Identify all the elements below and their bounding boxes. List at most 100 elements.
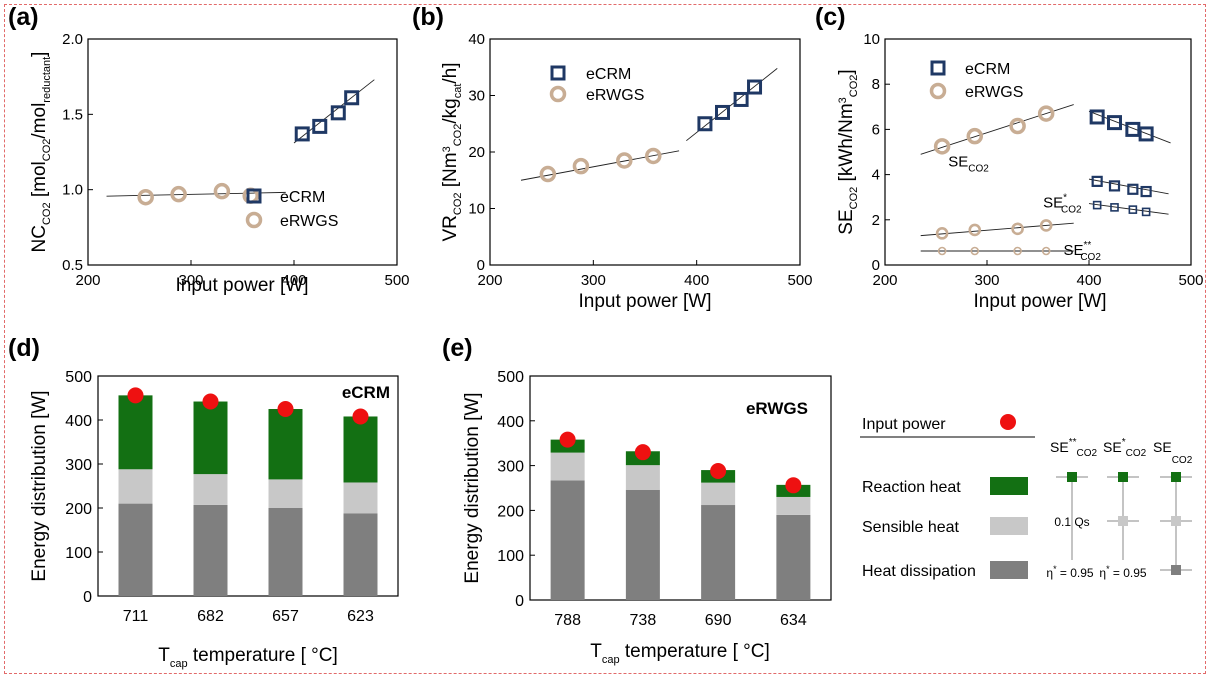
x-axis-label-d: Tcap temperature [ °C] xyxy=(158,645,338,670)
point-ecrm-b xyxy=(733,91,749,107)
bars-d xyxy=(118,387,378,596)
tick-group-a: 200 300 400 500 0.5 1.0 1.5 2.0 xyxy=(62,31,409,289)
y-axis-label-a: NCCO2 [molCO2/molreductant] xyxy=(29,52,53,253)
schematic-col1-reaction-marker xyxy=(1067,472,1077,482)
point-ecrm-b xyxy=(747,79,763,95)
schematic-col2-reaction-marker xyxy=(1118,472,1128,482)
legend-c-ecrm-label: eCRM xyxy=(965,61,1010,78)
point-ecrm-c xyxy=(1107,115,1122,131)
y-tick-label-b: 0 xyxy=(477,257,485,274)
bar-sensible-d xyxy=(268,479,303,508)
se-annotation-0: SECO2 xyxy=(948,154,989,175)
panel-label-d: (d) xyxy=(8,334,40,362)
x-tick-label-b: 500 xyxy=(787,272,812,289)
legend-b-ecrm-square-icon xyxy=(550,65,566,81)
point-erwgs-b xyxy=(539,165,557,183)
x-tick-label-c: 200 xyxy=(872,272,897,289)
x-tick-label-d: 623 xyxy=(347,608,374,625)
input-power-dot-d xyxy=(352,408,369,425)
x-tick-label-d: 682 xyxy=(197,608,224,625)
point-erwgs-se-2star-c xyxy=(937,246,947,256)
point-erwgs-a xyxy=(213,182,231,200)
x-tick-label-c: 300 xyxy=(974,272,999,289)
y-axis-label-c: SECO2 [kWh/Nm3CO2] xyxy=(836,69,860,234)
y-tick-label-d: 300 xyxy=(65,457,92,474)
legend-c: eCRM eRWGS xyxy=(929,60,1023,101)
point-erwgs-se-star-c xyxy=(968,223,982,237)
plot-frame-c xyxy=(884,38,1192,266)
point-ecrm-b xyxy=(715,104,730,120)
legend-sensible-heat-swatch xyxy=(990,517,1028,535)
y-tick-label-b: 10 xyxy=(468,201,485,218)
point-ecrm-a xyxy=(344,90,360,106)
panel-a: (a) 200 300 400 500 0.5 1.0 1.5 2.0 Input power… xyxy=(8,3,410,296)
point-erwgs-c xyxy=(966,127,984,145)
fit-lines-a xyxy=(106,79,375,197)
y-tick-label-c: 4 xyxy=(872,167,880,184)
bar-dissipation-e xyxy=(550,480,585,600)
tick-group-b: 200 300 400 500 0 10 20 30 40 xyxy=(468,31,812,289)
bar-reaction-d xyxy=(193,401,228,475)
bar-reaction-d xyxy=(268,409,303,480)
y-tick-label-d: 100 xyxy=(65,545,92,562)
point-ecrm-se-2star-c xyxy=(1092,200,1102,210)
annotations-c: SECO2 SE* CO2 SE** CO2 xyxy=(948,154,1101,263)
input-power-dot-e xyxy=(559,431,576,448)
fit-line-c xyxy=(1088,110,1171,144)
input-power-dot-d xyxy=(202,393,219,410)
bar-dissipation-e xyxy=(625,489,660,600)
legend-reaction-heat-label: Reaction heat xyxy=(862,479,961,496)
plot-frame-a xyxy=(87,38,398,266)
legend-b-erwgs-label: eRWGS xyxy=(586,87,644,104)
bar-dissipation-d xyxy=(118,503,153,596)
schematic-col2-header: SE*CO2 xyxy=(1103,437,1147,459)
y-tick-label-a: 0.5 xyxy=(62,257,83,274)
point-erwgs-se-star-c xyxy=(935,227,949,240)
bar-sensible-d xyxy=(193,474,228,505)
x-tick-label-b: 200 xyxy=(477,272,502,289)
x-axis-label-e: Tcap temperature [ °C] xyxy=(590,641,770,666)
plot-frame-d xyxy=(97,375,399,597)
y-axis-label-e: Energy distribution [W] xyxy=(462,392,483,583)
legend-c-erwgs-circle-icon xyxy=(929,82,947,100)
y-tick-label-b: 20 xyxy=(468,144,485,161)
x-axis-label-b: Input power [W] xyxy=(578,291,711,312)
legend-b-erwgs-circle-icon xyxy=(549,85,567,103)
shared-legend: Input power Reaction heat Sensible heat … xyxy=(860,414,1193,580)
x-tick-label-c: 500 xyxy=(1178,272,1203,289)
legend-input-power-label: Input power xyxy=(862,416,946,433)
schematic-col3-dissipation-marker xyxy=(1171,565,1181,575)
plot-frame-b xyxy=(489,38,801,266)
point-ecrm-se-star-c xyxy=(1091,175,1103,187)
y-tick-label-c: 10 xyxy=(863,31,880,48)
point-erwgs-a xyxy=(137,188,154,206)
point-ecrm-b xyxy=(697,116,713,132)
bar-dissipation-e xyxy=(776,514,811,600)
point-ecrm-c xyxy=(1089,109,1105,125)
point-erwgs-se-2star-c xyxy=(1041,246,1051,256)
x-tick-label-a: 500 xyxy=(384,272,409,289)
point-erwgs-se-star-c xyxy=(1039,219,1053,232)
y-tick-label-c: 2 xyxy=(872,212,880,229)
y-tick-label-e: 100 xyxy=(497,548,524,565)
se-annotation-2: SE** CO2 xyxy=(1064,240,1102,263)
plot-frame-e xyxy=(529,375,832,601)
bars-e xyxy=(550,431,811,600)
bar-dissipation-d xyxy=(268,508,303,596)
y-tick-label-c: 6 xyxy=(872,121,880,138)
y-tick-label-a: 2.0 xyxy=(62,31,83,48)
x-tick-label-a: 400 xyxy=(281,272,306,289)
chart-title-e: eRWGS xyxy=(746,399,808,418)
input-power-dot-e xyxy=(785,477,802,494)
y-tick-label-e: 300 xyxy=(497,459,524,476)
legend-a-ecrm-label: eCRM xyxy=(280,189,325,206)
point-erwgs-se-2star-c xyxy=(1013,246,1022,256)
schematic-eta1: η* = 0.95 xyxy=(1046,564,1094,580)
y-tick-label-c: 8 xyxy=(872,76,880,93)
data-marks-b xyxy=(539,79,763,183)
schematic-col3-sensible-marker xyxy=(1171,516,1181,526)
x-tick-label-e: 788 xyxy=(554,612,581,629)
data-marks-a xyxy=(137,90,360,206)
point-ecrm-se-2star-c xyxy=(1141,207,1151,217)
point-erwgs-b xyxy=(616,152,633,169)
